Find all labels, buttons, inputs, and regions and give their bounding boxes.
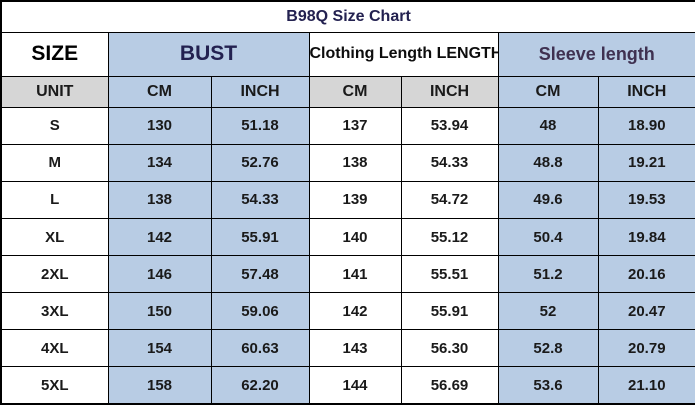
cell-sleeve-inch: 19.21 — [597, 143, 695, 182]
page-title: B98Q Size Chart — [0, 0, 695, 33]
cell-bust-cm: 154 — [107, 329, 212, 368]
group-header-sleeve-length: Sleeve length — [497, 31, 695, 77]
group-header-clothing-length: Clothing Length LENGTH — [308, 31, 499, 77]
cell-length-cm: 140 — [308, 217, 402, 257]
title-row: B98Q Size Chart — [0, 0, 695, 33]
cell-sleeve-cm: 53.6 — [497, 366, 599, 405]
cell-sleeve-cm: 48 — [497, 106, 599, 145]
table-row: 3XL 150 59.06 142 55.91 52 20.47 — [0, 292, 695, 331]
cell-bust-cm: 134 — [107, 143, 212, 182]
cell-bust-inch: 52.76 — [210, 143, 310, 182]
cell-sleeve-inch: 19.84 — [597, 217, 695, 257]
unit-length-inch: INCH — [400, 75, 499, 108]
cell-length-inch: 53.94 — [400, 106, 499, 145]
cell-size: L — [0, 180, 109, 219]
cell-bust-cm: 138 — [107, 180, 212, 219]
unit-sleeve-cm: CM — [497, 75, 599, 108]
cell-sleeve-cm: 51.2 — [497, 255, 599, 294]
cell-bust-cm: 158 — [107, 366, 212, 405]
cell-bust-inch: 55.91 — [210, 217, 310, 257]
table-row: 2XL 146 57.48 141 55.51 51.2 20.16 — [0, 255, 695, 294]
cell-length-inch: 54.72 — [400, 180, 499, 219]
cell-length-cm: 142 — [308, 292, 402, 331]
cell-bust-inch: 57.48 — [210, 255, 310, 294]
cell-bust-cm: 150 — [107, 292, 212, 331]
cell-sleeve-inch: 19.53 — [597, 180, 695, 219]
table-row: M 134 52.76 138 54.33 48.8 19.21 — [0, 143, 695, 182]
cell-sleeve-cm: 48.8 — [497, 143, 599, 182]
unit-sleeve-inch: INCH — [597, 75, 695, 108]
cell-size: S — [0, 106, 109, 145]
cell-sleeve-cm: 49.6 — [497, 180, 599, 219]
table-row: 4XL 154 60.63 143 56.30 52.8 20.79 — [0, 329, 695, 368]
group-header-size: SIZE — [0, 31, 109, 77]
cell-length-inch: 56.69 — [400, 366, 499, 405]
cell-size: M — [0, 143, 109, 182]
cell-sleeve-cm: 50.4 — [497, 217, 599, 257]
cell-size: 3XL — [0, 292, 109, 331]
cell-length-cm: 138 — [308, 143, 402, 182]
group-header-bust: BUST — [107, 31, 310, 77]
cell-sleeve-inch: 18.90 — [597, 106, 695, 145]
cell-sleeve-inch: 20.16 — [597, 255, 695, 294]
table-row: S 130 51.18 137 53.94 48 18.90 — [0, 106, 695, 145]
cell-size: 2XL — [0, 255, 109, 294]
cell-sleeve-inch: 20.79 — [597, 329, 695, 368]
cell-bust-inch: 60.63 — [210, 329, 310, 368]
cell-bust-inch: 54.33 — [210, 180, 310, 219]
cell-bust-inch: 51.18 — [210, 106, 310, 145]
cell-size: 4XL — [0, 329, 109, 368]
cell-size: 5XL — [0, 366, 109, 405]
cell-bust-cm: 142 — [107, 217, 212, 257]
cell-length-cm: 144 — [308, 366, 402, 405]
cell-length-inch: 55.12 — [400, 217, 499, 257]
unit-label: UNIT — [0, 75, 109, 108]
cell-size: XL — [0, 217, 109, 257]
unit-row: UNIT CM INCH CM INCH CM INCH — [0, 75, 695, 108]
cell-length-inch: 56.30 — [400, 329, 499, 368]
group-header-row: SIZE BUST Clothing Length LENGTH Sleeve … — [0, 31, 695, 77]
unit-bust-inch: INCH — [210, 75, 310, 108]
cell-bust-inch: 62.20 — [210, 366, 310, 405]
unit-bust-cm: CM — [107, 75, 212, 108]
cell-sleeve-inch: 21.10 — [597, 366, 695, 405]
cell-length-cm: 137 — [308, 106, 402, 145]
cell-bust-cm: 146 — [107, 255, 212, 294]
cell-length-inch: 55.51 — [400, 255, 499, 294]
cell-sleeve-inch: 20.47 — [597, 292, 695, 331]
cell-length-cm: 139 — [308, 180, 402, 219]
unit-length-cm: CM — [308, 75, 402, 108]
table-row: L 138 54.33 139 54.72 49.6 19.53 — [0, 180, 695, 219]
cell-bust-cm: 130 — [107, 106, 212, 145]
cell-bust-inch: 59.06 — [210, 292, 310, 331]
cell-length-inch: 54.33 — [400, 143, 499, 182]
cell-sleeve-cm: 52 — [497, 292, 599, 331]
cell-length-cm: 143 — [308, 329, 402, 368]
cell-sleeve-cm: 52.8 — [497, 329, 599, 368]
cell-length-cm: 141 — [308, 255, 402, 294]
table-row: XL 142 55.91 140 55.12 50.4 19.84 — [0, 217, 695, 257]
cell-length-inch: 55.91 — [400, 292, 499, 331]
table-row: 5XL 158 62.20 144 56.69 53.6 21.10 — [0, 366, 695, 405]
